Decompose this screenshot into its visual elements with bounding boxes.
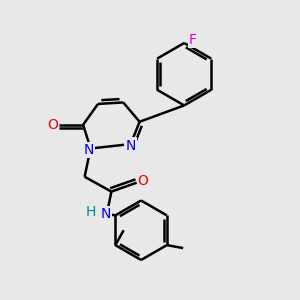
Text: F: F xyxy=(189,33,197,47)
Text: O: O xyxy=(138,174,148,188)
Text: N: N xyxy=(100,207,111,221)
Text: H: H xyxy=(85,206,96,219)
Text: N: N xyxy=(84,143,94,157)
Text: O: O xyxy=(47,118,58,132)
Text: N: N xyxy=(125,139,136,152)
